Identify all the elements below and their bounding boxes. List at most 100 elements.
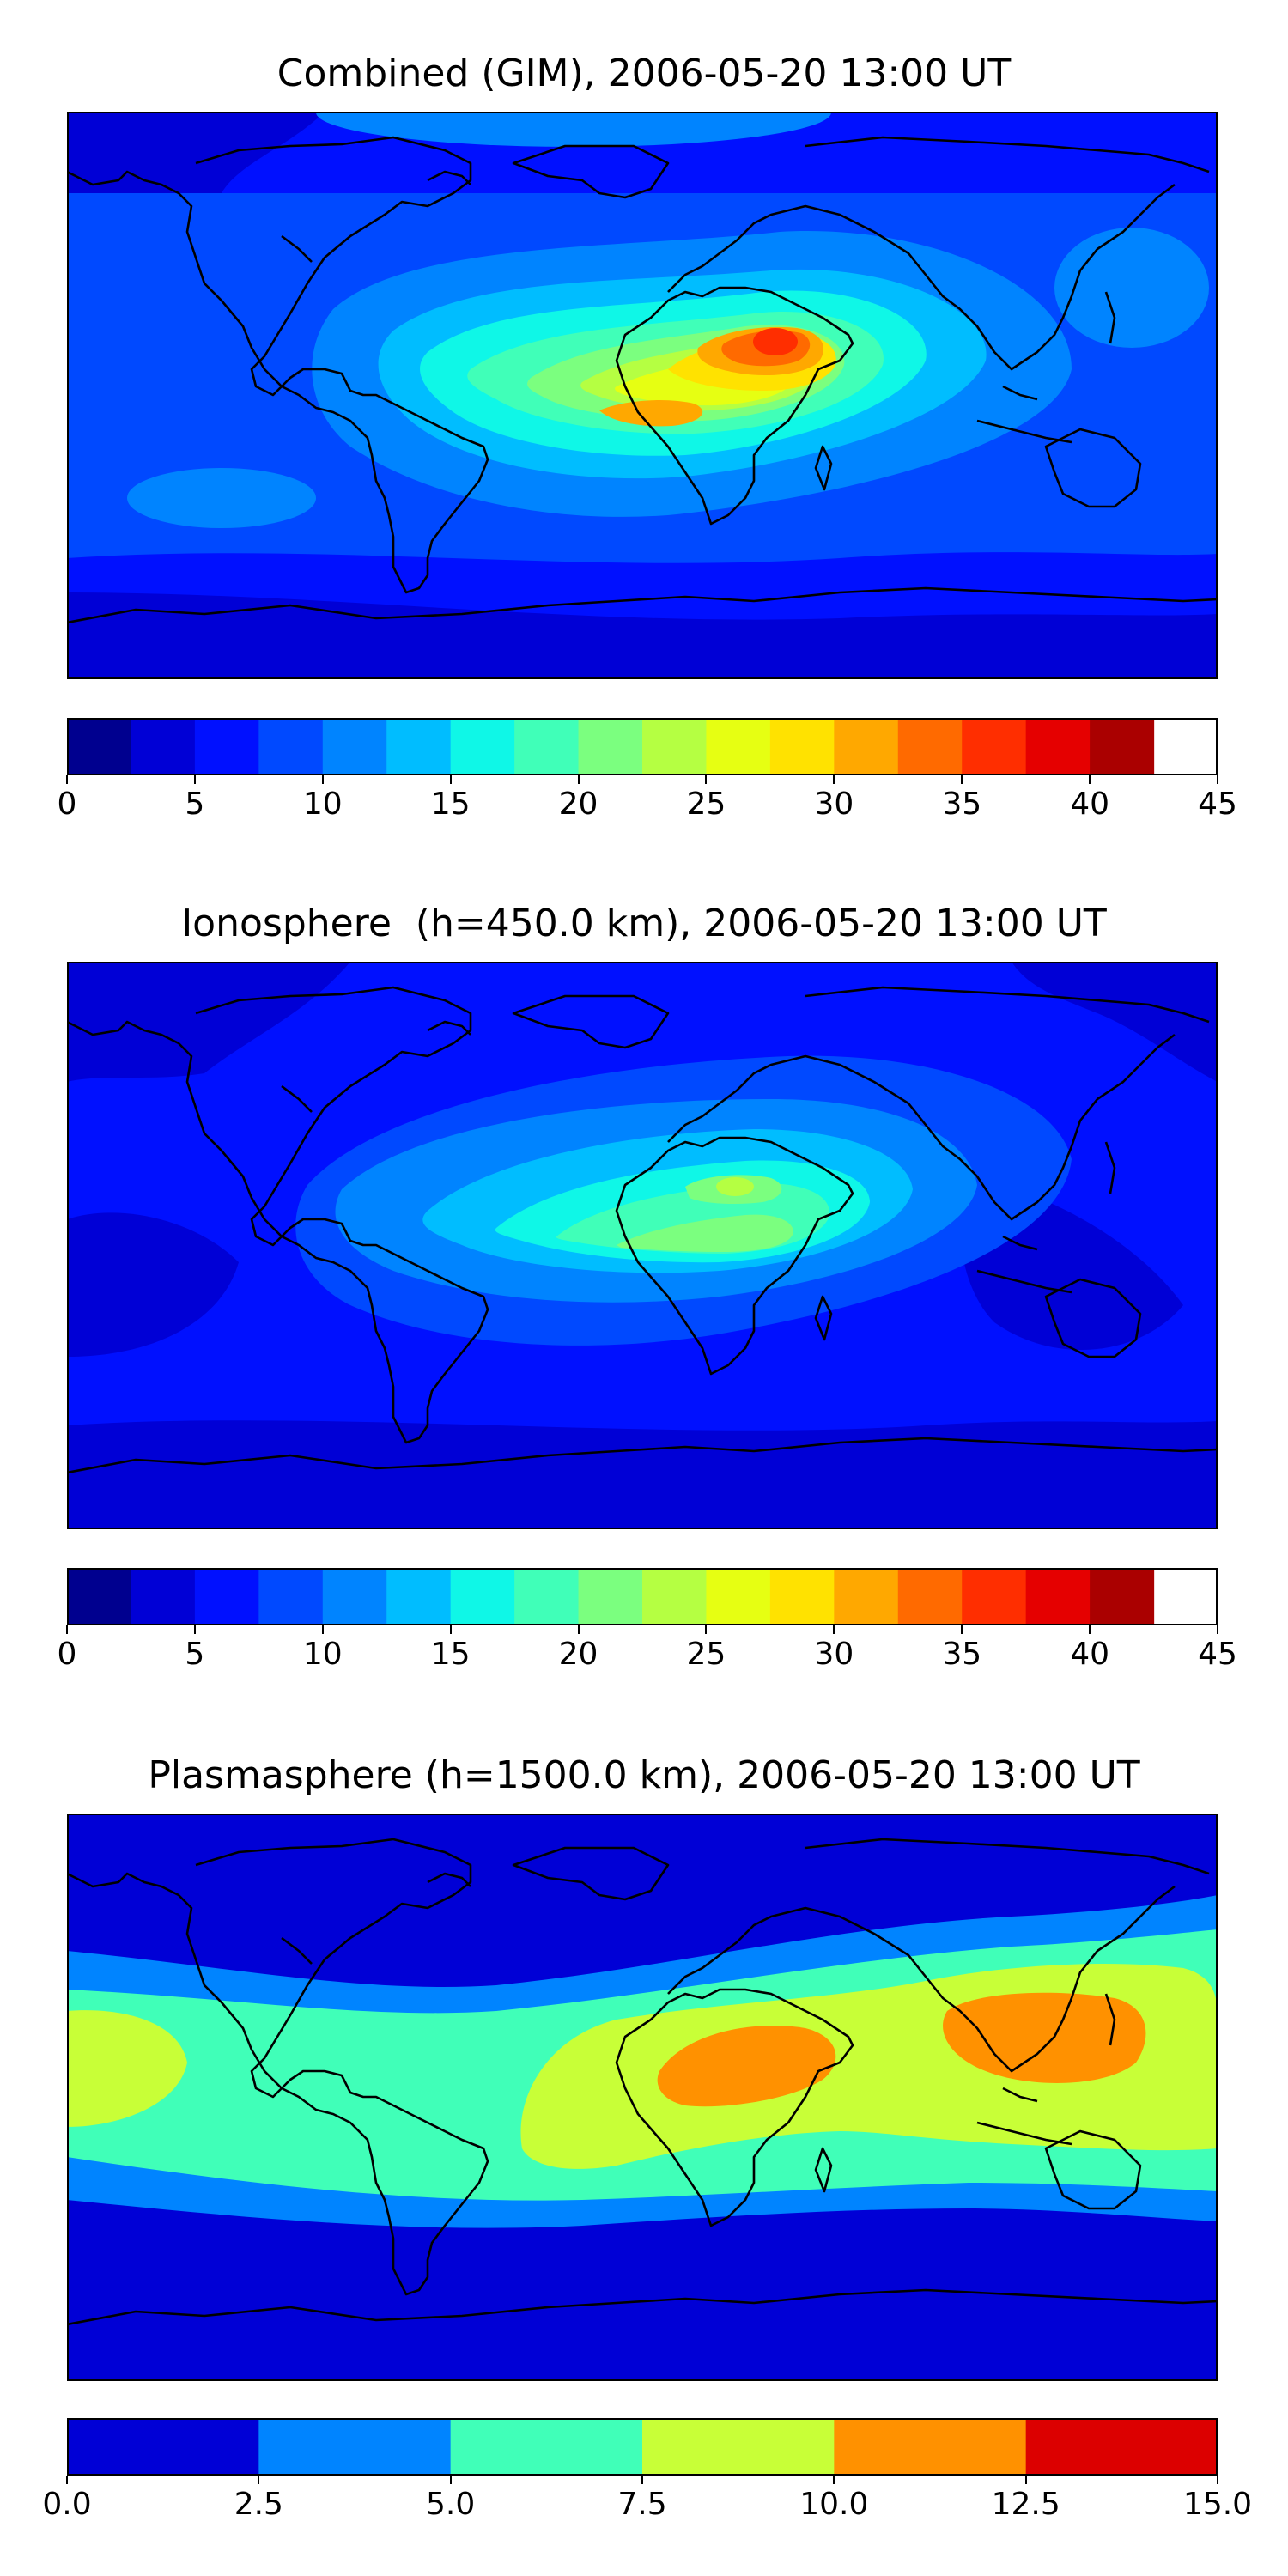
colorbar-segment — [962, 718, 1027, 775]
colorbar-tick-label: 15 — [430, 1637, 471, 1672]
colorbar-tick-mark — [1089, 775, 1091, 784]
colorbar-segment — [642, 2418, 835, 2476]
colorbar-tick-mark — [193, 775, 196, 784]
colorbar-tick-mark — [1217, 775, 1218, 784]
colorbar-segment — [67, 2418, 259, 2476]
colorbar-segment — [67, 1568, 132, 1625]
colorbar-tick-label: 35 — [942, 1637, 982, 1672]
colorbar-tick-label: 30 — [814, 1637, 854, 1672]
colorbar-segment — [322, 1568, 387, 1625]
colorbar-segment — [1025, 718, 1091, 775]
colorbar-tick-mark — [66, 2476, 68, 2484]
colorbar-tick-mark — [66, 1625, 68, 1634]
colorbar-segment — [1090, 718, 1155, 775]
colorbar-tick-mark — [961, 1625, 963, 1634]
colorbar-tick-label: 30 — [814, 787, 854, 822]
colorbar-tick-label: 0.0 — [42, 2487, 92, 2522]
colorbar-tick-mark — [258, 2476, 260, 2484]
colorbar-segment — [834, 2418, 1027, 2476]
colorbar-tick-mark — [193, 1625, 196, 1634]
colorbar-tick-label: 40 — [1070, 1637, 1110, 1672]
map-plasmasphere — [67, 1814, 1218, 2381]
colorbar-segment — [834, 718, 899, 775]
colorbar-segment — [897, 718, 963, 775]
colorbar-tick-label: 5 — [185, 1637, 205, 1672]
colorbar-tick-mark — [449, 1625, 452, 1634]
colorbar-segment — [67, 718, 132, 775]
colorbar-segment — [834, 1568, 899, 1625]
colorbar-segment — [322, 718, 387, 775]
colorbar-ionosphere — [67, 1568, 1218, 1625]
colorbar-tick-label: 5.0 — [426, 2487, 476, 2522]
colorbar-segment — [194, 718, 259, 775]
colorbar-tick-label: 20 — [558, 787, 598, 822]
colorbar-tick-mark — [577, 1625, 580, 1634]
colorbar-segment — [897, 1568, 963, 1625]
colorbar-frame — [67, 2418, 1218, 2476]
colorbar-segment — [514, 718, 580, 775]
plasmasphere-coastlines — [67, 1838, 1218, 2326]
colorbar-tick-label: 12.5 — [991, 2487, 1060, 2522]
colorbar-tick-mark — [1217, 2476, 1218, 2484]
map-combined — [67, 112, 1218, 679]
colorbar-tick-label: 25 — [686, 787, 726, 822]
colorbar-tick-mark — [961, 775, 963, 784]
colorbar-segment — [131, 718, 196, 775]
panel-title-combined: Combined (GIM), 2006-05-20 13:00 UT — [276, 52, 1012, 95]
colorbar-frame — [67, 718, 1218, 775]
colorbar-segment — [642, 718, 708, 775]
colorbar-tick-mark — [449, 2476, 452, 2484]
colorbar-tick-label: 15.0 — [1182, 2487, 1253, 2522]
colorbar-tick-label: 25 — [686, 1637, 726, 1672]
colorbar-segment — [258, 2418, 452, 2476]
colorbar-tick-label: 35 — [942, 787, 982, 822]
colorbar-segment — [1090, 1568, 1155, 1625]
colorbar-segment — [578, 1568, 643, 1625]
colorbar-tick-mark — [449, 775, 452, 784]
colorbar-tick-mark — [577, 775, 580, 784]
colorbar-tick-mark — [705, 775, 708, 784]
combined-contour-field — [67, 112, 1218, 679]
colorbar-segment — [386, 1568, 452, 1625]
colorbar-tick-label: 45 — [1198, 1637, 1237, 1672]
colorbar-tick-label: 45 — [1198, 787, 1237, 822]
colorbar-segment — [258, 718, 324, 775]
colorbar-tick-label: 20 — [558, 1637, 598, 1672]
colorbar-tick-label: 5 — [185, 787, 205, 822]
colorbar-combined — [67, 718, 1218, 775]
colorbar-segment — [258, 1568, 324, 1625]
colorbar-segment — [769, 1568, 835, 1625]
colorbar-segment — [131, 1568, 196, 1625]
map-ionosphere — [67, 962, 1218, 1529]
colorbar-segment — [194, 1568, 259, 1625]
colorbar-tick-mark — [66, 775, 68, 784]
combined-coastlines — [67, 136, 1218, 624]
colorbar-segment — [1025, 1568, 1091, 1625]
colorbar-segment — [514, 1568, 580, 1625]
panel-title-plasmasphere: Plasmasphere (h=1500.0 km), 2006-05-20 1… — [148, 1753, 1140, 1797]
colorbar-tick-mark — [641, 2476, 643, 2484]
colorbar-segment — [450, 2418, 643, 2476]
colorbar-segment — [769, 718, 835, 775]
colorbar-tick-label: 0 — [57, 787, 77, 822]
plasmasphere-contour-field — [67, 1814, 1218, 2381]
colorbar-segment — [578, 718, 643, 775]
ionosphere-coastlines — [67, 986, 1218, 1474]
colorbar-segment — [450, 718, 515, 775]
colorbar-frame — [67, 1568, 1218, 1625]
colorbar-tick-mark — [321, 775, 324, 784]
colorbar-tick-label: 10.0 — [799, 2487, 869, 2522]
colorbar-segment — [1025, 2418, 1218, 2476]
colorbar-tick-mark — [1217, 1625, 1218, 1634]
colorbar-tick-mark — [833, 1625, 835, 1634]
colorbar-tick-mark — [705, 1625, 708, 1634]
colorbar-plasmasphere — [67, 2418, 1218, 2476]
colorbar-tick-label: 10 — [302, 787, 343, 822]
colorbar-segment — [642, 1568, 708, 1625]
colorbar-segment — [706, 718, 771, 775]
colorbar-tick-label: 2.5 — [234, 2487, 283, 2522]
colorbar-segment — [706, 1568, 771, 1625]
colorbar-tick-label: 40 — [1070, 787, 1110, 822]
colorbar-tick-mark — [833, 775, 835, 784]
colorbar-tick-mark — [1089, 1625, 1091, 1634]
